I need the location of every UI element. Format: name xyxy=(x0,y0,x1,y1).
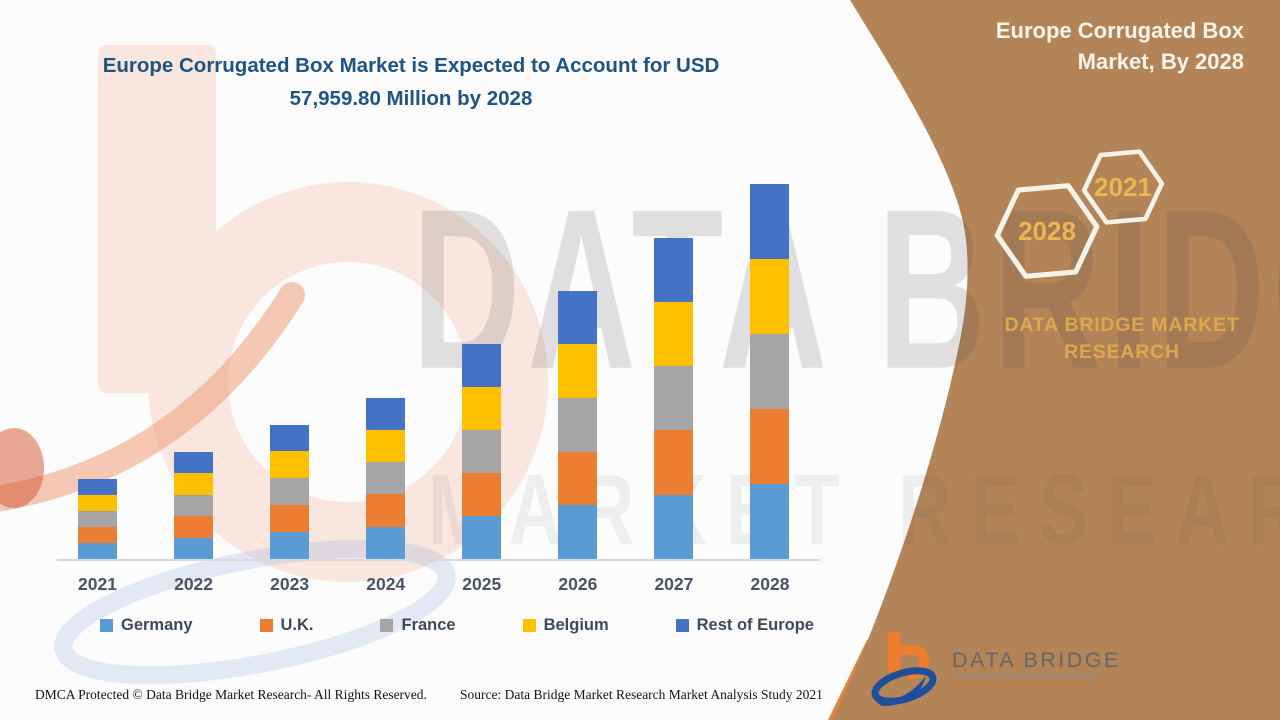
bar-segment-2022-France xyxy=(174,494,214,516)
legend-label-Germany: Germany xyxy=(121,616,193,634)
legend-item-France: France xyxy=(380,616,456,635)
bar-segment-2024-U.K. xyxy=(366,494,406,527)
legend-item-Belgium: Belgium xyxy=(522,616,609,635)
hexagon-badges: 2021 2028 xyxy=(994,149,1165,279)
bar-2027 xyxy=(654,237,694,559)
bar-segment-2022-U.K. xyxy=(174,516,214,538)
bar-2025 xyxy=(462,344,502,559)
legend-swatch-France xyxy=(380,619,394,632)
bar-2028 xyxy=(750,183,790,559)
bar-segment-2028-Rest of Europe xyxy=(750,183,790,259)
x-axis-label-2021: 2021 xyxy=(78,574,117,594)
legend-swatch-Germany xyxy=(100,619,113,632)
data-bridge-logo: DATA BRIDGE MARKET RESEARCH xyxy=(862,626,1122,710)
bar-2026 xyxy=(558,290,598,559)
bar-segment-2028-Belgium xyxy=(750,258,790,334)
bar-segment-2024-France xyxy=(366,462,406,495)
hexagon-2028 xyxy=(994,183,1100,279)
legend-label-U.K.: U.K. xyxy=(280,616,314,634)
panel-title-line1: Europe Corrugated Box xyxy=(995,18,1244,43)
bar-segment-2024-Germany xyxy=(366,526,406,559)
legend-swatch-Belgium xyxy=(522,619,536,632)
logo-b-mark-icon xyxy=(871,632,937,706)
bar-segment-2026-Rest of Europe xyxy=(558,290,598,345)
bar-2024 xyxy=(366,397,406,559)
bar-segment-2023-U.K. xyxy=(270,505,310,533)
bar-segment-2026-Belgium xyxy=(558,344,598,398)
x-axis-label-2026: 2026 xyxy=(558,574,598,594)
logo-subtitle: MARKET RESEARCH xyxy=(954,680,1088,689)
hexagon-2021-label: 2021 xyxy=(1094,172,1152,202)
legend-label-France: France xyxy=(401,616,456,634)
footer-source-text: Source: Data Bridge Market Research Mark… xyxy=(460,687,823,702)
hexagon-2028-label: 2028 xyxy=(1018,216,1076,246)
bar-segment-2021-Belgium xyxy=(78,495,117,511)
bar-2023 xyxy=(270,424,310,559)
bar-segment-2028-Germany xyxy=(750,483,790,559)
brand-text: DATA BRIDGE MARKET RESEARCH xyxy=(1004,314,1240,363)
bar-segment-2021-France xyxy=(78,511,117,527)
bar-segment-2025-Rest of Europe xyxy=(462,344,502,387)
legend-swatch-Rest of Europe xyxy=(675,619,689,632)
bar-2021 xyxy=(78,479,117,559)
panel-title-line2: Market, By 2028 xyxy=(1077,49,1244,75)
bar-segment-2028-France xyxy=(750,333,790,409)
x-axis-label-2025: 2025 xyxy=(462,574,502,594)
footer-dmca-text: DMCA Protected © Data Bridge Market Rese… xyxy=(35,687,427,702)
bar-segment-2026-Germany xyxy=(558,505,598,559)
legend-item-Germany: Germany xyxy=(100,616,193,635)
chart-legend: Germany U.K. France Belgium Rest of Europe xyxy=(100,616,814,635)
bar-segment-2027-Belgium xyxy=(654,301,694,367)
x-axis-label-2022: 2022 xyxy=(174,574,214,594)
watermark-red-blob xyxy=(0,428,44,508)
bar-segment-2023-Germany xyxy=(270,532,310,559)
bar-segment-2023-Belgium xyxy=(270,451,310,479)
logo-underline xyxy=(952,675,1098,677)
logo-wordmark: DATA BRIDGE xyxy=(952,648,1121,672)
hexagon-2021 xyxy=(1081,149,1165,225)
bar-segment-2025-France xyxy=(462,430,502,473)
bar-segment-2021-Rest of Europe xyxy=(78,479,117,495)
bar-segment-2026-France xyxy=(558,397,598,452)
bar-segment-2027-Germany xyxy=(654,494,694,559)
chart-title: Europe Corrugated Box Market is Expected… xyxy=(58,50,764,116)
bar-segment-2023-France xyxy=(270,478,310,506)
legend-item-U.K.: U.K. xyxy=(259,616,314,635)
legend-swatch-U.K. xyxy=(259,619,273,632)
x-axis-label-2024: 2024 xyxy=(366,574,406,594)
bar-segment-2021-U.K. xyxy=(78,527,117,543)
x-axis-label-2028: 2028 xyxy=(750,574,790,594)
bar-segment-2025-Germany xyxy=(462,516,502,559)
bar-segment-2021-Germany xyxy=(78,543,117,559)
bar-segment-2023-Rest of Europe xyxy=(270,424,310,452)
legend-label-Belgium: Belgium xyxy=(543,616,609,634)
bar-segment-2024-Belgium xyxy=(366,429,406,463)
bar-segment-2028-U.K. xyxy=(750,408,790,484)
bar-segment-2022-Belgium xyxy=(174,473,214,495)
panel-background xyxy=(832,0,1280,720)
x-axis-label-2027: 2027 xyxy=(654,574,694,594)
x-axis-line xyxy=(57,559,820,561)
chart-title-line1: Europe Corrugated Box Market is Expected… xyxy=(102,54,720,77)
bar-segment-2025-U.K. xyxy=(462,473,502,516)
bar-segment-2027-Rest of Europe xyxy=(654,237,694,302)
bar-2022 xyxy=(174,451,214,559)
watermark-b-bowl xyxy=(148,182,548,582)
legend-label-Rest of Europe: Rest of Europe xyxy=(696,616,814,634)
bar-segment-2027-U.K. xyxy=(654,430,694,495)
bar-segment-2022-Germany xyxy=(174,537,214,559)
panel-title: Europe Corrugated Box Market, By 2028 xyxy=(948,15,1244,77)
legend-item-Rest of Europe: Rest of Europe xyxy=(675,616,814,635)
bar-segment-2022-Rest of Europe xyxy=(174,451,214,473)
bar-segment-2025-Belgium xyxy=(462,387,502,430)
chart-title-line2: 57,959.80 Million by 2028 xyxy=(289,86,533,110)
bar-segment-2026-U.K. xyxy=(558,451,598,506)
bar-segment-2024-Rest of Europe xyxy=(366,397,406,430)
x-axis-label-2023: 2023 xyxy=(270,574,310,594)
bar-segment-2027-France xyxy=(654,366,694,431)
